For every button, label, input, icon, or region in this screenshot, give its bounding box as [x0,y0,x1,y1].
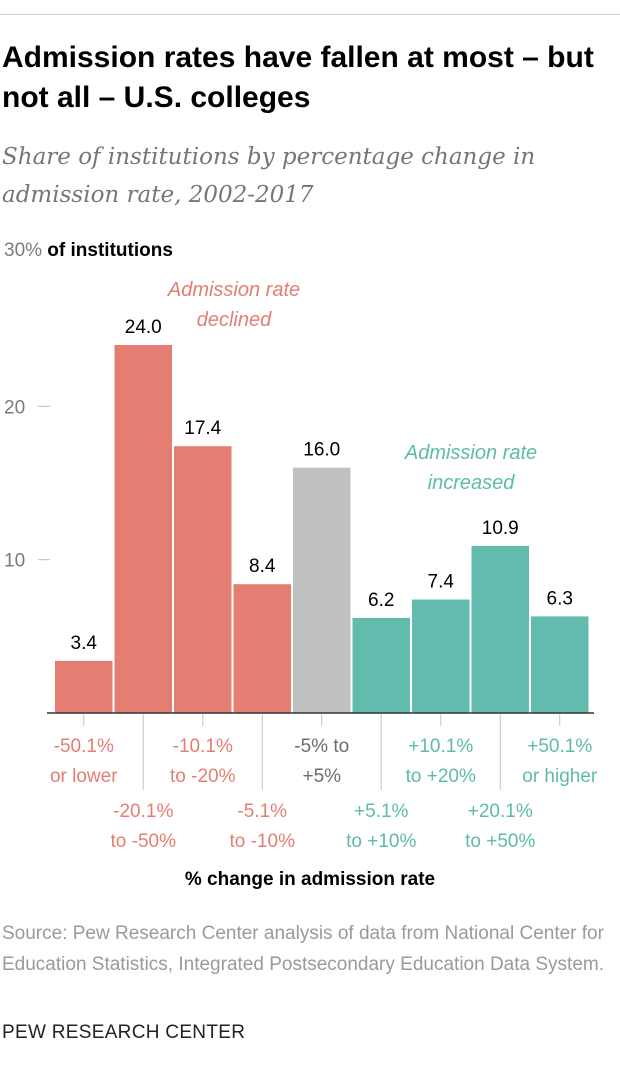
bar-value-label: 6.3 [547,588,573,609]
x-tick-label: to +10% [346,831,416,852]
x-tick-label: -5% to [294,736,349,757]
x-tick-label: +10.1% [408,736,473,757]
bar-value-label: 16.0 [303,440,340,461]
y-tick-label: 20 [4,397,25,418]
bar-value-label: 10.9 [482,518,519,539]
x-tick-label: or lower [50,766,118,787]
bar-value-label: 8.4 [249,556,276,577]
bar [412,599,470,713]
y-tick-label-text: 30% [4,240,42,261]
x-tick-label: +50.1% [527,736,592,757]
x-tick-label: -20.1% [113,801,173,822]
bar [233,584,291,713]
y-tick-label-top: 30% of institutions [4,240,173,261]
x-tick-label: or higher [522,766,598,787]
x-tick-label: to -20% [170,766,236,787]
bar [174,446,232,713]
group-annotation: Admission rate [167,279,300,301]
bar-value-label: 24.0 [125,317,162,338]
source-note: Source: Pew Research Center analysis of … [2,923,604,975]
bar [471,545,529,713]
group-annotation: increased [428,472,516,494]
y-axis-unit-label: of institutions [42,240,173,261]
top-rule [0,14,620,15]
x-tick-label: +5.1% [354,801,409,822]
x-tick-label: to +20% [406,766,476,787]
x-axis-title: % change in admission rate [185,869,435,890]
x-tick-label: +5% [302,766,341,787]
group-annotation: Admission rate [404,442,537,464]
bar [293,467,351,713]
y-tick-label: 10 [4,551,25,572]
bar-value-label: 17.4 [184,418,221,439]
x-tick-label: -5.1% [237,801,287,822]
bar [531,616,589,713]
x-tick-label: to -10% [230,831,296,852]
x-tick-label: to -50% [111,831,177,852]
bar-chart: 10 20 30% of institutions 3.4 24.0 17.4 8.4 16.… [4,240,598,890]
x-tick-label: +20.1% [468,801,533,822]
chart-title: Admission rates have fallen at most – bu… [2,41,594,114]
group-annotation: declined [197,309,272,331]
chart-subtitle: Share of institutions by percentage chan… [2,144,536,208]
bar-value-label: 3.4 [71,633,98,654]
bar [352,617,410,713]
bar-value-label: 7.4 [428,572,455,593]
x-tick-label: -50.1% [54,736,114,757]
x-tick-label: to +50% [465,831,535,852]
bar [55,660,113,713]
bar [114,345,172,713]
organization-name: PEW RESEARCH CENTER [2,1022,246,1043]
x-tick-label: -10.1% [173,736,233,757]
bar-value-label: 6.2 [368,590,394,611]
